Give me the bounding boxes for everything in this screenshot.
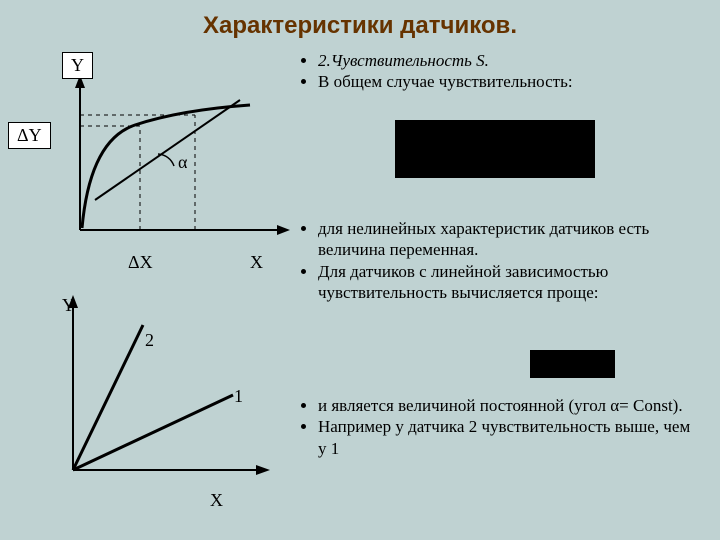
bullets-mid: для нелинейных характеристик датчиков ес… [300, 218, 700, 303]
formula-box-2 [530, 350, 615, 378]
label-line-1: 1 [234, 386, 243, 407]
diagram-nonlinear-svg [40, 70, 300, 250]
bullet-item: и является величиной постоянной (угол α=… [318, 395, 700, 416]
bullet-item: В общем случае чувствительность: [318, 71, 700, 92]
bullets-bottom: и является величиной постоянной (угол α=… [300, 395, 700, 459]
bullets-top: 2.Чувствительность S. В общем случае чув… [300, 50, 700, 93]
label-X2: X [210, 490, 223, 511]
bullet-item: Для датчиков с линейной зависимостью чув… [318, 261, 700, 304]
formula-box-1 [395, 120, 595, 178]
bullet-item: Например у датчика 2 чувствительность вы… [318, 416, 700, 459]
page-title: Характеристики датчиков. [0, 0, 720, 40]
diagram-linear [48, 290, 278, 490]
label-Y: Y [62, 52, 93, 79]
diagram-linear-svg [48, 290, 278, 485]
label-alpha: α [178, 152, 187, 173]
bullet-item: 2.Чувствительность S. [318, 50, 700, 71]
label-Y2: Y [62, 295, 75, 316]
diagram-nonlinear [40, 70, 300, 255]
label-deltaX: ΔX [128, 252, 153, 273]
bullet-item: для нелинейных характеристик датчиков ес… [318, 218, 700, 261]
label-X1: X [250, 252, 263, 273]
label-line-2: 2 [145, 330, 154, 351]
label-deltaY: ΔY [8, 122, 51, 149]
